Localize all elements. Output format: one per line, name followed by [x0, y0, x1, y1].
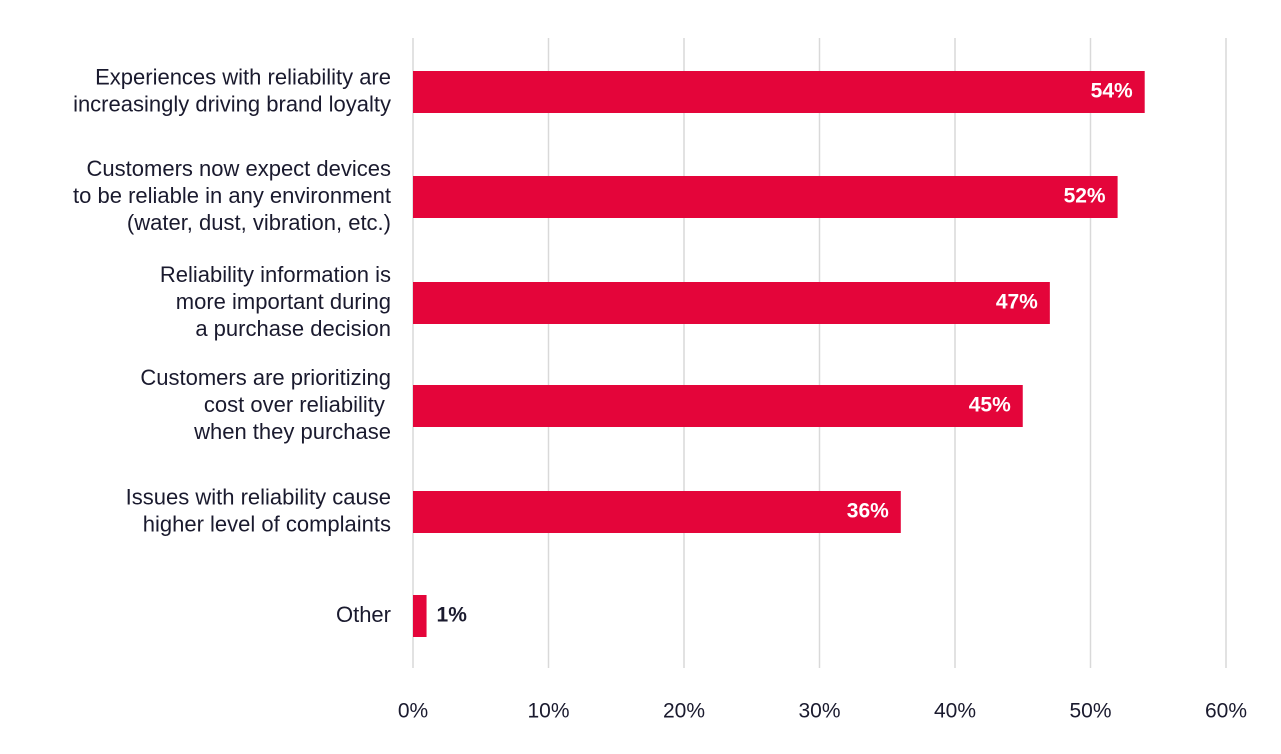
category-label-line: a purchase decision — [195, 316, 391, 341]
category-label-line: (water, dust, vibration, etc.) — [127, 210, 391, 235]
category-label: Issues with reliability cause higher leve… — [126, 484, 391, 536]
category-label-line: cost over reliability — [204, 392, 391, 417]
category-label-line: when they purchase — [193, 419, 391, 444]
category-label-line: to be reliable in any environment — [73, 183, 391, 208]
gridlines — [412, 38, 1227, 668]
x-tick-label: 20% — [663, 700, 705, 723]
category-label: Reliability information is more important… — [160, 262, 391, 341]
category-label-line: Experiences with reliability are — [95, 64, 391, 89]
bar — [413, 385, 1023, 427]
bar-value-label: 54% — [1091, 80, 1133, 103]
x-tick-label: 30% — [798, 700, 840, 723]
category-label: Customers are prioritizing cost over reli… — [140, 365, 391, 444]
category-label-line: increasingly driving brand loyalty — [73, 91, 391, 116]
category-label: Customers now expect devices to be reliab… — [73, 156, 391, 235]
bar-value-label: 45% — [969, 394, 1011, 417]
x-tick-label: 40% — [934, 700, 976, 723]
value-labels: 54% 52% 47% 45% 36% 1% — [437, 80, 1133, 627]
category-labels: Experiences with reliability are increasi… — [73, 64, 391, 627]
bar — [413, 71, 1145, 113]
x-tick-label: 0% — [398, 700, 428, 723]
category-label-line: Reliability information is — [160, 262, 391, 287]
bar — [413, 282, 1050, 324]
category-label-line: Other — [336, 602, 391, 627]
bar — [413, 491, 901, 533]
bar — [413, 595, 427, 637]
category-label-line: higher level of complaints — [143, 511, 391, 536]
category-label-line: Customers are prioritizing — [140, 365, 391, 390]
x-tick-label: 60% — [1205, 700, 1247, 723]
category-label: Other — [336, 602, 391, 627]
bar-value-label: 52% — [1064, 185, 1106, 208]
category-label-line: Issues with reliability cause — [126, 484, 391, 509]
category-label-line: more important during — [176, 289, 391, 314]
category-label-line: Customers now expect devices — [87, 156, 391, 181]
bar — [413, 176, 1118, 218]
x-tick-label: 50% — [1069, 700, 1111, 723]
x-axis-ticks: 0% 10% 20% 30% 40% 50% 60% — [398, 700, 1247, 723]
bar-value-label: 47% — [996, 291, 1038, 314]
x-tick-label: 10% — [527, 700, 569, 723]
bar-value-label: 1% — [437, 604, 468, 627]
bars — [413, 71, 1145, 637]
bar-value-label: 36% — [847, 500, 889, 523]
category-label: Experiences with reliability are increasi… — [73, 64, 391, 116]
